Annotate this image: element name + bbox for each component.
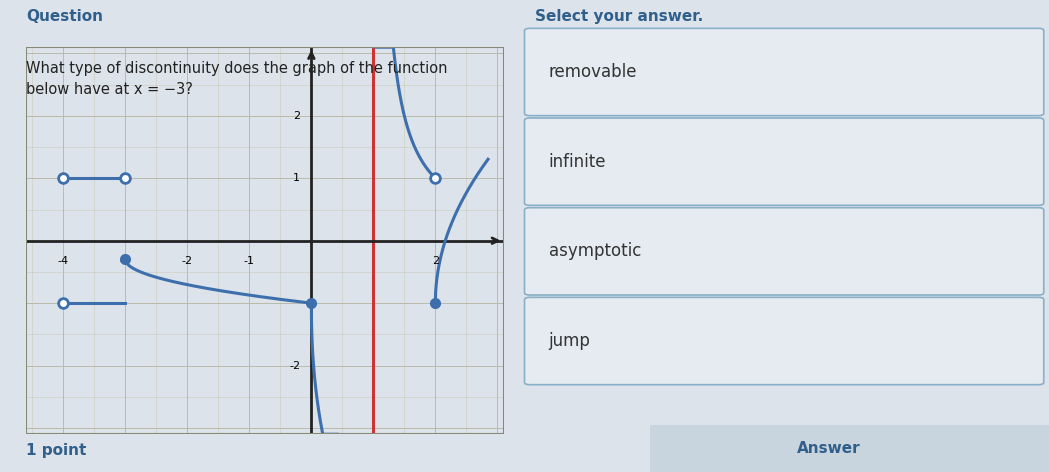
Text: infinite: infinite	[549, 152, 606, 171]
Text: Select your answer.: Select your answer.	[535, 9, 703, 25]
Text: What type of discontinuity does the graph of the function
below have at x = −3?: What type of discontinuity does the grap…	[26, 61, 448, 97]
Text: 2: 2	[293, 111, 300, 121]
Text: 1 point: 1 point	[26, 443, 87, 458]
Text: 2: 2	[432, 256, 438, 266]
Text: jump: jump	[549, 332, 591, 350]
Text: removable: removable	[549, 63, 637, 81]
Text: -2: -2	[181, 256, 193, 266]
Text: 1: 1	[294, 173, 300, 183]
Text: -4: -4	[58, 256, 69, 266]
Text: Answer: Answer	[797, 441, 861, 456]
Text: -3: -3	[120, 256, 131, 266]
Text: asymptotic: asymptotic	[549, 242, 641, 261]
Text: -1: -1	[243, 256, 255, 266]
Text: Question: Question	[26, 9, 103, 25]
Text: -2: -2	[290, 361, 300, 371]
